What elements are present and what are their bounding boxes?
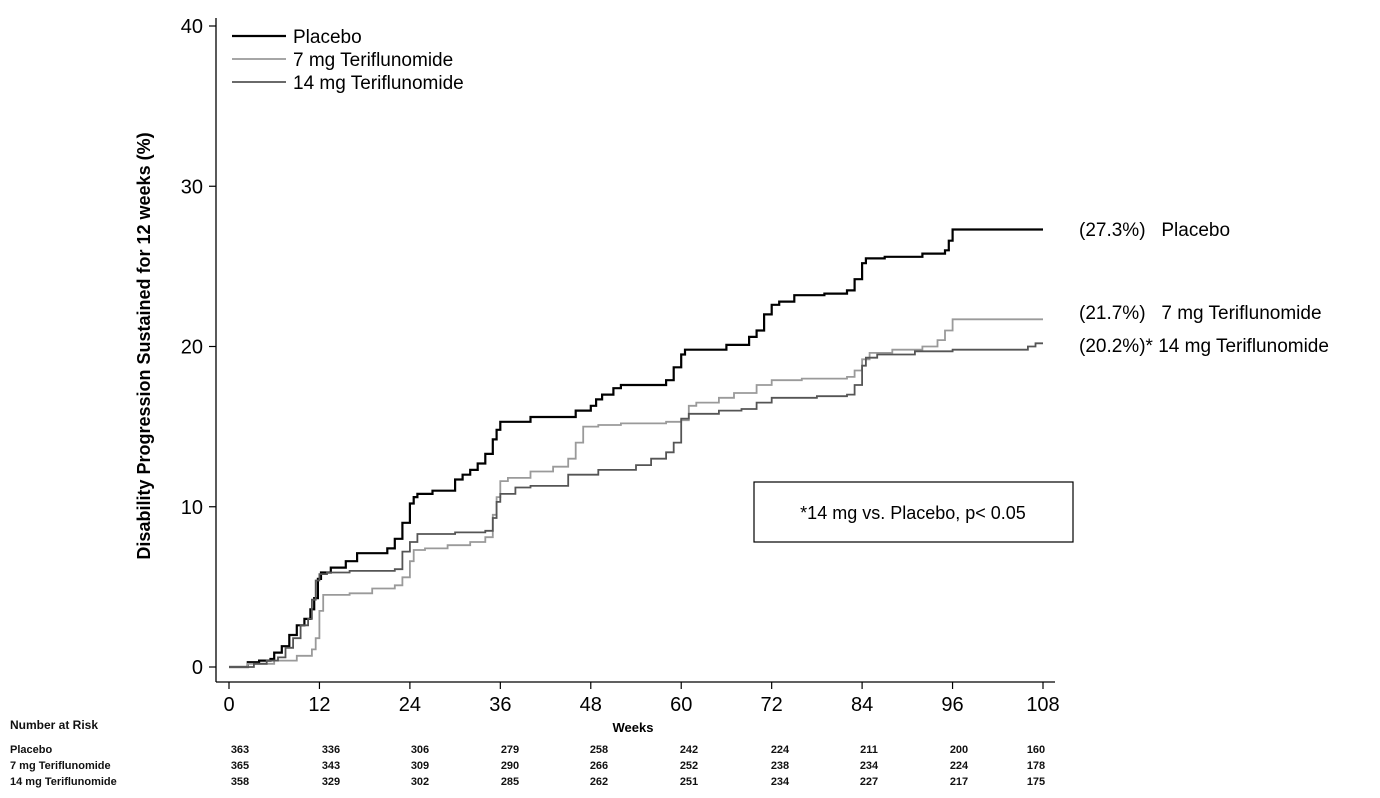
risk-cell: 178	[1026, 760, 1046, 772]
x-tick-label: 96	[941, 694, 963, 716]
risk-cell: 160	[1026, 744, 1046, 756]
x-tick-label: 60	[670, 694, 692, 716]
risk-cell: 227	[859, 776, 879, 788]
risk-cell: 224	[770, 744, 790, 756]
end-label-mg7: (21.7%) 7 mg Teriflunomide	[1079, 303, 1322, 324]
x-tick-label: 36	[489, 694, 511, 716]
risk-row-label: Placebo	[10, 744, 53, 756]
risk-cell: 211	[860, 744, 878, 756]
x-tick-label: 72	[761, 694, 783, 716]
series-group	[229, 228, 1043, 669]
risk-cell: 217	[949, 776, 969, 788]
end-label-mg14: (20.2%)* 14 mg Teriflunomide	[1079, 336, 1329, 357]
series-line-mg7	[229, 318, 1043, 668]
y-axis-label: Disability Progression Sustained for 12 …	[134, 132, 154, 559]
risk-cell: 290	[500, 760, 520, 772]
risk-cell: 175	[1026, 776, 1046, 788]
x-axis-label: Weeks	[613, 720, 654, 735]
risk-cell: 285	[500, 776, 520, 788]
risk-cell: 279	[500, 744, 520, 756]
series-line-placebo	[229, 228, 1043, 669]
x-tick-label: 12	[308, 694, 330, 716]
y-tick-label: 30	[181, 176, 203, 198]
y-tick-label: 40	[181, 16, 203, 38]
legend-label-mg14: 14 mg Teriflunomide	[293, 73, 464, 94]
x-tick-label: 0	[223, 694, 234, 716]
risk-cell: 306	[410, 744, 430, 756]
risk-cell: 309	[410, 760, 430, 772]
risk-cell: 234	[859, 760, 879, 772]
risk-cell: 266	[589, 760, 609, 772]
number-at-risk-title: Number at Risk	[10, 718, 99, 732]
y-tick-label: 0	[192, 657, 203, 679]
x-tick-label: 108	[1026, 694, 1059, 716]
risk-cell: 329	[321, 776, 341, 788]
legend-label-placebo: Placebo	[293, 27, 362, 48]
risk-cell: 242	[679, 744, 699, 756]
annotation-box: *14 mg vs. Placebo, p< 0.05	[753, 481, 1074, 543]
risk-cell: 358	[230, 776, 250, 788]
y-tick-label: 20	[181, 337, 203, 359]
risk-cell: 224	[949, 760, 969, 772]
risk-cell: 200	[949, 744, 969, 756]
risk-cell: 251	[679, 776, 699, 788]
end-label-placebo: (27.3%) Placebo	[1079, 220, 1230, 241]
end-labels: (27.3%) Placebo (21.7%) 7 mg Teriflunomid…	[1079, 220, 1329, 357]
risk-cell: 336	[321, 744, 341, 756]
x-tick-label: 48	[580, 694, 602, 716]
risk-row-label: 7 mg Teriflunomide	[10, 760, 111, 772]
risk-cell: 365	[230, 760, 250, 772]
risk-cell: 302	[410, 776, 430, 788]
risk-cell: 262	[589, 776, 609, 788]
risk-cell: 258	[589, 744, 609, 756]
risk-cell: 234	[770, 776, 790, 788]
y-tick-label: 10	[181, 497, 203, 519]
risk-row-label: 14 mg Teriflunomide	[10, 776, 117, 788]
x-tick-label: 84	[851, 694, 873, 716]
risk-cell: 343	[321, 760, 341, 772]
risk-cell: 363	[230, 744, 250, 756]
risk-cell: 238	[770, 760, 790, 772]
series-line-mg14	[229, 342, 1043, 668]
axes: 0 10 20 30 40 0 12 24 36 48 60 72 84 96 108	[181, 16, 1060, 716]
risk-cell: 252	[679, 760, 699, 772]
annotation-text: *14 mg vs. Placebo, p< 0.05	[800, 503, 1026, 523]
legend-label-mg7: 7 mg Teriflunomide	[293, 50, 453, 71]
x-tick-label: 24	[399, 694, 421, 716]
